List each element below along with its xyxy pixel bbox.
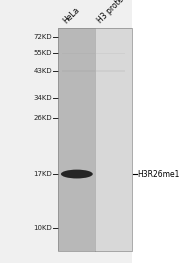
Text: 55KD: 55KD	[34, 50, 52, 56]
Bar	[58, 28, 132, 251]
Text: 34KD: 34KD	[34, 95, 52, 101]
Bar	[132, 0, 190, 263]
Ellipse shape	[61, 170, 93, 179]
Text: 26KD: 26KD	[34, 115, 52, 121]
Text: H3 protein: H3 protein	[95, 0, 130, 25]
Bar	[95, 28, 132, 251]
Bar	[62, 53, 125, 54]
Bar	[58, 0, 132, 28]
Bar	[58, 28, 95, 251]
Text: 43KD: 43KD	[34, 68, 52, 74]
Text: 72KD: 72KD	[34, 34, 52, 39]
Text: 17KD: 17KD	[33, 171, 52, 177]
Bar	[62, 70, 125, 72]
Text: H3R26me1: H3R26me1	[138, 170, 180, 179]
Text: 10KD: 10KD	[33, 225, 52, 231]
Text: HeLa: HeLa	[61, 5, 81, 25]
